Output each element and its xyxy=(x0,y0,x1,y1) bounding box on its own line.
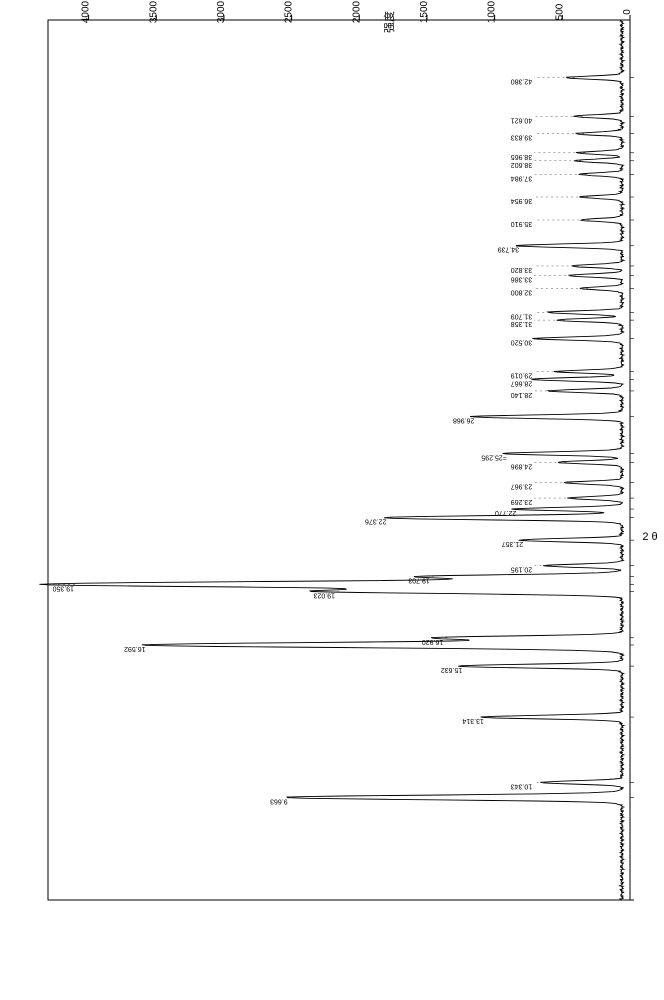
plot-border xyxy=(48,20,630,900)
chart-svg: 0 500 1000 1500 2000 2500 3000 3500 4000 强度 2 θ 9.6… xyxy=(0,0,664,1000)
peak-label: 36.954 xyxy=(511,197,533,204)
xtick-label: 500 xyxy=(554,3,565,20)
peak-label: 21.357 xyxy=(502,540,524,547)
peak-label: 20.195 xyxy=(511,566,533,573)
xtick-label: 3000 xyxy=(216,0,227,23)
peak-label: 16.592 xyxy=(124,645,146,652)
peak-label: 24.896 xyxy=(511,462,533,469)
peak-label: 32.800 xyxy=(511,288,533,295)
peak-label: 19.703 xyxy=(408,577,430,584)
peak-label: 19.023 xyxy=(313,591,335,598)
peak-label: 33.820 xyxy=(511,266,533,273)
peak-label: 38.965 xyxy=(511,153,533,160)
peak-label: 34.739 xyxy=(498,246,520,253)
peak-label: 31.709 xyxy=(511,312,533,319)
peak-label: 22.376 xyxy=(365,518,387,525)
peak-label: 16.920 xyxy=(422,638,444,645)
peak-label: =25.295 xyxy=(481,454,507,461)
xtick-label: 1500 xyxy=(419,0,430,23)
x-axis-title: 强度 xyxy=(382,11,396,33)
peak-label: 28.140 xyxy=(511,391,533,398)
peak-label: 23.967 xyxy=(511,483,533,490)
xrd-chart: 0 500 1000 1500 2000 2500 3000 3500 4000 强度 2 θ 9.6… xyxy=(0,0,664,1000)
peak-label: 26.968 xyxy=(453,417,475,424)
peak-label: 42.380 xyxy=(511,78,533,85)
peak-label: 39.833 xyxy=(511,134,533,141)
peak-label: 28.667 xyxy=(511,379,533,386)
peak-label: 35.910 xyxy=(511,220,533,227)
peak-label: 38.602 xyxy=(511,161,533,168)
y-axis-title: 2 θ xyxy=(642,531,657,543)
xtick-label: 2000 xyxy=(351,0,362,23)
xtick-label: 3500 xyxy=(148,0,159,23)
peak-label: 33.386 xyxy=(511,276,533,283)
peak-label: 15.632 xyxy=(441,666,463,673)
peak-label: 37.984 xyxy=(511,174,533,181)
peak-label: 30.520 xyxy=(511,339,533,346)
peak-label: 22.770 xyxy=(495,509,517,516)
xtick-label: 2500 xyxy=(284,0,295,23)
peak-label: 13.314 xyxy=(462,717,484,724)
xtick-label: 1000 xyxy=(487,0,498,23)
peak-label: 29.019 xyxy=(511,372,533,379)
peak-label: 31.358 xyxy=(511,320,533,327)
peak-label: 40.621 xyxy=(511,116,533,123)
peak-label: 19.350 xyxy=(52,584,74,591)
xtick-label: 4000 xyxy=(81,0,92,23)
xtick-label: 0 xyxy=(622,9,633,15)
peak-label: 10.343 xyxy=(511,782,533,789)
peak-label: 23.269 xyxy=(511,498,533,505)
peak-label: 9.663 xyxy=(270,797,288,804)
